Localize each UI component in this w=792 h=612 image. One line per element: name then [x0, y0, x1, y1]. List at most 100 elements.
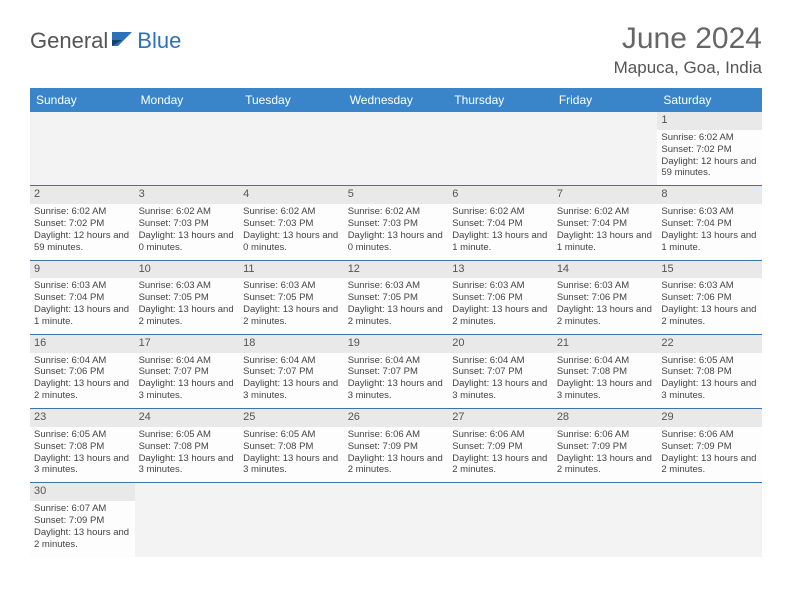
sunset-text: Sunset: 7:09 PM	[348, 441, 445, 453]
day-number: 20	[448, 335, 553, 353]
weekday-header: Thursday	[448, 88, 553, 112]
calendar-day-cell: 25Sunrise: 6:05 AMSunset: 7:08 PMDayligh…	[239, 409, 344, 483]
sunset-text: Sunset: 7:05 PM	[139, 292, 236, 304]
calendar-day-cell	[30, 112, 135, 186]
day-number: 8	[657, 186, 762, 204]
weekday-header: Saturday	[657, 88, 762, 112]
daylight-text: Daylight: 13 hours and 3 minutes.	[139, 453, 236, 477]
daylight-text: Daylight: 13 hours and 2 minutes.	[557, 304, 654, 328]
sunrise-text: Sunrise: 6:06 AM	[452, 429, 549, 441]
calendar-day-cell: 2Sunrise: 6:02 AMSunset: 7:02 PMDaylight…	[30, 186, 135, 260]
calendar-day-cell: 10Sunrise: 6:03 AMSunset: 7:05 PMDayligh…	[135, 260, 240, 334]
calendar-day-cell	[553, 112, 658, 186]
day-number: 6	[448, 186, 553, 204]
calendar-day-cell	[448, 112, 553, 186]
day-number: 29	[657, 409, 762, 427]
sunrise-text: Sunrise: 6:03 AM	[34, 280, 131, 292]
brand-logo: General Blue	[30, 28, 181, 54]
calendar-day-cell: 19Sunrise: 6:04 AMSunset: 7:07 PMDayligh…	[344, 334, 449, 408]
sunset-text: Sunset: 7:07 PM	[139, 366, 236, 378]
sunrise-text: Sunrise: 6:06 AM	[661, 429, 758, 441]
sunset-text: Sunset: 7:08 PM	[661, 366, 758, 378]
daylight-text: Daylight: 13 hours and 1 minute.	[34, 304, 131, 328]
calendar-day-cell: 17Sunrise: 6:04 AMSunset: 7:07 PMDayligh…	[135, 334, 240, 408]
sunset-text: Sunset: 7:08 PM	[243, 441, 340, 453]
sunset-text: Sunset: 7:08 PM	[34, 441, 131, 453]
sunrise-text: Sunrise: 6:04 AM	[452, 355, 549, 367]
daylight-text: Daylight: 13 hours and 2 minutes.	[557, 453, 654, 477]
day-number: 24	[135, 409, 240, 427]
calendar-table: Sunday Monday Tuesday Wednesday Thursday…	[30, 88, 762, 557]
daylight-text: Daylight: 13 hours and 1 minute.	[557, 230, 654, 254]
calendar-day-cell: 6Sunrise: 6:02 AMSunset: 7:04 PMDaylight…	[448, 186, 553, 260]
sunrise-text: Sunrise: 6:05 AM	[139, 429, 236, 441]
calendar-day-cell: 15Sunrise: 6:03 AMSunset: 7:06 PMDayligh…	[657, 260, 762, 334]
sunrise-text: Sunrise: 6:06 AM	[557, 429, 654, 441]
calendar-day-cell: 26Sunrise: 6:06 AMSunset: 7:09 PMDayligh…	[344, 409, 449, 483]
sunset-text: Sunset: 7:09 PM	[34, 515, 131, 527]
day-number: 11	[239, 261, 344, 279]
location-label: Mapuca, Goa, India	[614, 58, 762, 78]
calendar-day-cell	[135, 483, 240, 557]
sunset-text: Sunset: 7:02 PM	[34, 218, 131, 230]
calendar-week-row: 16Sunrise: 6:04 AMSunset: 7:06 PMDayligh…	[30, 334, 762, 408]
calendar-week-row: 2 Sunrise: 6:02 AM Sunset: 7:02 PM Daylight…	[30, 186, 762, 260]
calendar-day-cell	[448, 483, 553, 557]
day-number: 5	[344, 186, 449, 204]
brand-part1: General	[30, 28, 108, 54]
sunrise-text: Sunrise: 6:03 AM	[452, 280, 549, 292]
title-block: June 2024 Mapuca, Goa, India	[614, 22, 762, 78]
calendar-week-row: 1Sunrise: 6:02 AMSunset: 7:02 PMDaylight…	[30, 112, 762, 186]
calendar-day-cell	[553, 483, 658, 557]
daylight-text: Daylight: 13 hours and 3 minutes.	[34, 453, 131, 477]
calendar-day-cell: 21Sunrise: 6:04 AMSunset: 7:08 PMDayligh…	[553, 334, 658, 408]
day-number: 18	[239, 335, 344, 353]
sunset-text: Sunset: 7:09 PM	[452, 441, 549, 453]
flag-icon	[112, 30, 134, 53]
sunrise-text: Sunrise: 6:06 AM	[348, 429, 445, 441]
day-number: 12	[344, 261, 449, 279]
calendar-day-cell	[344, 112, 449, 186]
sunrise-text: Sunrise: 6:04 AM	[139, 355, 236, 367]
calendar-day-cell: 12Sunrise: 6:03 AMSunset: 7:05 PMDayligh…	[344, 260, 449, 334]
calendar-week-row: 30 Sunrise: 6:07 AMSunset: 7:09 PMDayligh…	[30, 483, 762, 557]
sunrise-text: Sunrise: 6:02 AM	[661, 132, 758, 144]
day-number: 25	[239, 409, 344, 427]
daylight-text: Daylight: 13 hours and 2 minutes.	[34, 378, 131, 402]
day-number: 15	[657, 261, 762, 279]
sunset-text: Sunset: 7:06 PM	[452, 292, 549, 304]
daylight-text: Daylight: 13 hours and 0 minutes.	[139, 230, 236, 254]
day-number: 2	[30, 186, 135, 204]
daylight-text: Daylight: 13 hours and 3 minutes.	[557, 378, 654, 402]
daylight-text: Daylight: 13 hours and 2 minutes.	[348, 304, 445, 328]
sunset-text: Sunset: 7:05 PM	[348, 292, 445, 304]
sunset-text: Sunset: 7:03 PM	[139, 218, 236, 230]
daylight-text: Daylight: 13 hours and 2 minutes.	[243, 304, 340, 328]
day-number: 21	[553, 335, 658, 353]
sunset-text: Sunset: 7:07 PM	[348, 366, 445, 378]
sunset-text: Sunset: 7:07 PM	[243, 366, 340, 378]
sunset-text: Sunset: 7:06 PM	[557, 292, 654, 304]
daylight-text: Daylight: 13 hours and 2 minutes.	[348, 453, 445, 477]
sunset-text: Sunset: 7:08 PM	[557, 366, 654, 378]
calendar-day-cell: 20Sunrise: 6:04 AMSunset: 7:07 PMDayligh…	[448, 334, 553, 408]
calendar-day-cell: 11Sunrise: 6:03 AMSunset: 7:05 PMDayligh…	[239, 260, 344, 334]
sunset-text: Sunset: 7:04 PM	[661, 218, 758, 230]
calendar-day-cell: 4Sunrise: 6:02 AMSunset: 7:03 PMDaylight…	[239, 186, 344, 260]
calendar-week-row: 9Sunrise: 6:03 AMSunset: 7:04 PMDaylight…	[30, 260, 762, 334]
sunrise-text: Sunrise: 6:02 AM	[243, 206, 340, 218]
calendar-day-cell: 29Sunrise: 6:06 AMSunset: 7:09 PMDayligh…	[657, 409, 762, 483]
calendar-day-cell	[135, 112, 240, 186]
day-number: 14	[553, 261, 658, 279]
day-number: 10	[135, 261, 240, 279]
sunrise-text: Sunrise: 6:04 AM	[243, 355, 340, 367]
header: General Blue June 2024 Mapuca, Goa, Indi…	[30, 22, 762, 78]
sunrise-text: Sunrise: 6:07 AM	[34, 503, 131, 515]
day-number: 13	[448, 261, 553, 279]
day-number: 19	[344, 335, 449, 353]
day-number: 30	[30, 483, 135, 501]
daylight-text: Daylight: 13 hours and 2 minutes.	[34, 527, 131, 551]
sunset-text: Sunset: 7:03 PM	[243, 218, 340, 230]
calendar-day-cell	[344, 483, 449, 557]
day-number: 7	[553, 186, 658, 204]
